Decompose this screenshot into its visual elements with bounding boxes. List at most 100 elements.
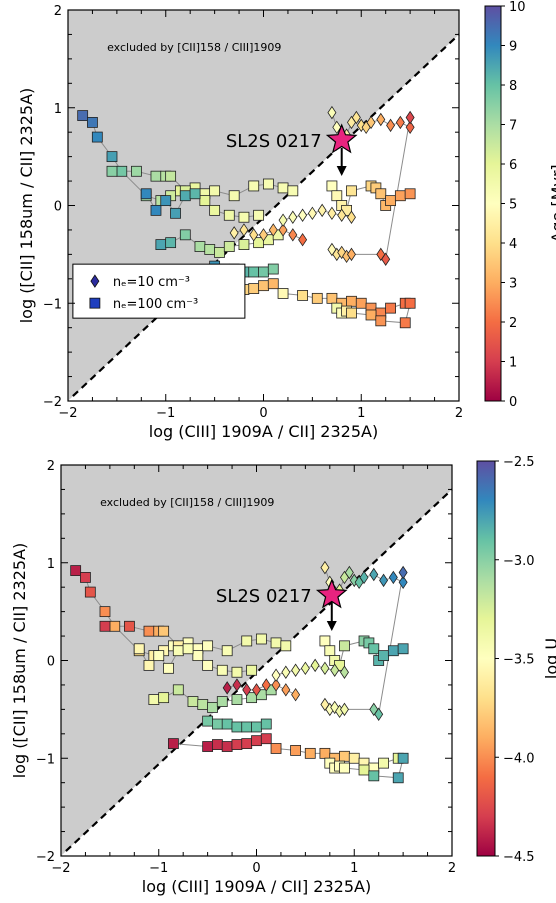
square-point xyxy=(270,743,282,754)
excluded-region-label: excluded by [CII]158 / CIII]1909 xyxy=(100,496,274,509)
panel-log-u: excluded by [CII]158 / CIII]1909 SL2S 021… xyxy=(10,455,556,896)
square-point xyxy=(194,241,206,252)
square-point xyxy=(260,718,272,730)
diamond-point xyxy=(346,247,356,262)
boundary-line xyxy=(65,488,453,852)
colorbar-tick-label: −3.0 xyxy=(503,554,535,569)
square-point xyxy=(346,307,357,319)
square-point xyxy=(153,650,165,662)
square-point xyxy=(304,747,316,759)
square-point xyxy=(158,625,170,637)
square-point xyxy=(168,738,179,749)
square-point xyxy=(204,244,216,255)
square-point xyxy=(319,635,331,647)
y-axis-title: log ([CII] 158um / CII] 2325A) xyxy=(10,543,29,779)
diamond-point xyxy=(405,110,415,125)
excluded-region-label: excluded by [CII]158 / CIII]1909 xyxy=(107,41,281,54)
square-point xyxy=(221,741,233,752)
diamond-point xyxy=(232,678,242,692)
x-tick-label: 1 xyxy=(357,406,365,421)
diamond-point xyxy=(310,658,320,673)
square-point xyxy=(246,664,258,676)
colorbar-tick-label: 1 xyxy=(509,356,517,371)
square-point xyxy=(158,692,170,704)
x-tick-label: 2 xyxy=(448,861,456,876)
square-point xyxy=(251,721,262,733)
colorbar-tick-label: 8 xyxy=(509,79,517,94)
square-point xyxy=(216,664,228,676)
square-point xyxy=(319,747,331,759)
square-point xyxy=(248,283,260,294)
square-point xyxy=(192,650,204,662)
square-point xyxy=(262,178,274,190)
colorbar-tick-label: 10 xyxy=(509,0,526,15)
x-tick-label: −1 xyxy=(156,406,175,421)
square-point xyxy=(172,645,184,657)
object-star xyxy=(325,123,358,154)
object-star xyxy=(315,578,348,609)
square-point xyxy=(241,635,253,647)
diamond-point xyxy=(344,565,354,580)
diamond-point xyxy=(281,683,291,697)
square-point xyxy=(238,211,250,223)
square-point xyxy=(260,733,272,745)
colorbar xyxy=(484,5,502,402)
square-point xyxy=(124,620,135,632)
diamond-point xyxy=(278,213,288,227)
diamond-point xyxy=(317,203,327,218)
square-point xyxy=(267,263,279,275)
square-point xyxy=(77,110,89,121)
diamond-point xyxy=(327,105,337,120)
diamond-point xyxy=(359,570,369,585)
square-point xyxy=(280,640,292,652)
square-point xyxy=(326,180,338,192)
square-point xyxy=(365,309,377,321)
square-point xyxy=(187,696,199,707)
upper-limit-arrowhead xyxy=(336,166,347,177)
diamond-point xyxy=(242,683,252,697)
square-point xyxy=(397,752,409,764)
diamond-point xyxy=(374,707,384,721)
diamond-point xyxy=(281,665,291,679)
square-point xyxy=(311,292,323,304)
square-point xyxy=(202,659,214,671)
square-point xyxy=(248,180,260,192)
y-tick-label: −2 xyxy=(36,850,55,865)
diamond-point xyxy=(388,570,398,585)
x-tick-label: −1 xyxy=(149,861,168,876)
square-point xyxy=(179,229,191,241)
diamond-point xyxy=(229,226,239,240)
diamond-point xyxy=(320,560,330,575)
diamond-point xyxy=(376,112,386,127)
square-point xyxy=(277,182,289,194)
colorbar-tick-label: −4.5 xyxy=(503,850,535,865)
diamond-point xyxy=(330,663,340,677)
square-point xyxy=(231,721,243,733)
diamond-point xyxy=(278,223,288,237)
square-point xyxy=(368,643,380,655)
square-point xyxy=(348,752,360,764)
diamond-point xyxy=(386,118,396,133)
diamond-point xyxy=(320,661,330,676)
square-point xyxy=(258,280,269,292)
square-point xyxy=(106,151,118,163)
square-point xyxy=(368,770,380,782)
square-point xyxy=(70,565,82,576)
square-point xyxy=(150,170,162,182)
diamond-point xyxy=(327,206,337,221)
square-point xyxy=(346,295,357,307)
y-axis-title: log ([CII] 158um / CII] 2325A) xyxy=(17,88,36,324)
square-point xyxy=(253,209,265,221)
square-point xyxy=(375,188,387,200)
square-point xyxy=(189,188,201,200)
square-point xyxy=(251,735,262,747)
square-point xyxy=(199,195,211,207)
square-point xyxy=(91,131,103,143)
square-point xyxy=(209,204,221,216)
square-point xyxy=(258,266,269,278)
square-point xyxy=(172,684,184,696)
square-point xyxy=(148,694,160,705)
square-point xyxy=(378,650,389,662)
colorbar-tick-label: 7 xyxy=(509,119,517,134)
square-point xyxy=(326,292,338,304)
